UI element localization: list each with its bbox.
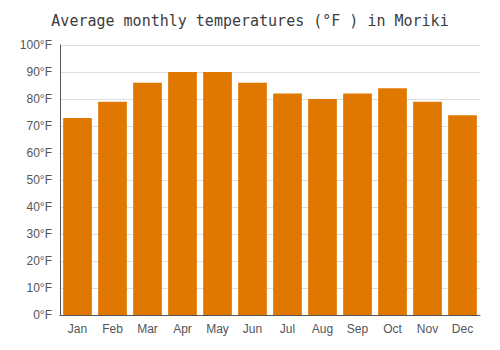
svg-text:60°F: 60°F xyxy=(27,146,52,160)
svg-text:Jul: Jul xyxy=(280,322,295,336)
svg-text:10°F: 10°F xyxy=(27,281,52,295)
svg-text:100°F: 100°F xyxy=(20,38,52,52)
svg-text:Feb: Feb xyxy=(102,322,123,336)
svg-text:90°F: 90°F xyxy=(27,65,52,79)
svg-text:0°F: 0°F xyxy=(33,308,52,322)
svg-text:Nov: Nov xyxy=(417,322,438,336)
svg-text:Average monthly temperatures (: Average monthly temperatures (°F ) in Mo… xyxy=(51,12,448,30)
svg-text:30°F: 30°F xyxy=(27,227,52,241)
svg-text:Mar: Mar xyxy=(137,322,158,336)
svg-text:May: May xyxy=(206,322,229,336)
svg-text:Jun: Jun xyxy=(243,322,262,336)
svg-text:50°F: 50°F xyxy=(27,173,52,187)
svg-text:70°F: 70°F xyxy=(27,119,52,133)
svg-text:Apr: Apr xyxy=(173,322,192,336)
svg-text:20°F: 20°F xyxy=(27,254,52,268)
svg-text:Dec: Dec xyxy=(452,322,473,336)
svg-text:Jan: Jan xyxy=(68,322,87,336)
svg-text:80°F: 80°F xyxy=(27,92,52,106)
svg-text:Oct: Oct xyxy=(383,322,402,336)
svg-text:Aug: Aug xyxy=(312,322,333,336)
svg-text:40°F: 40°F xyxy=(27,200,52,214)
svg-text:Sep: Sep xyxy=(347,322,369,336)
